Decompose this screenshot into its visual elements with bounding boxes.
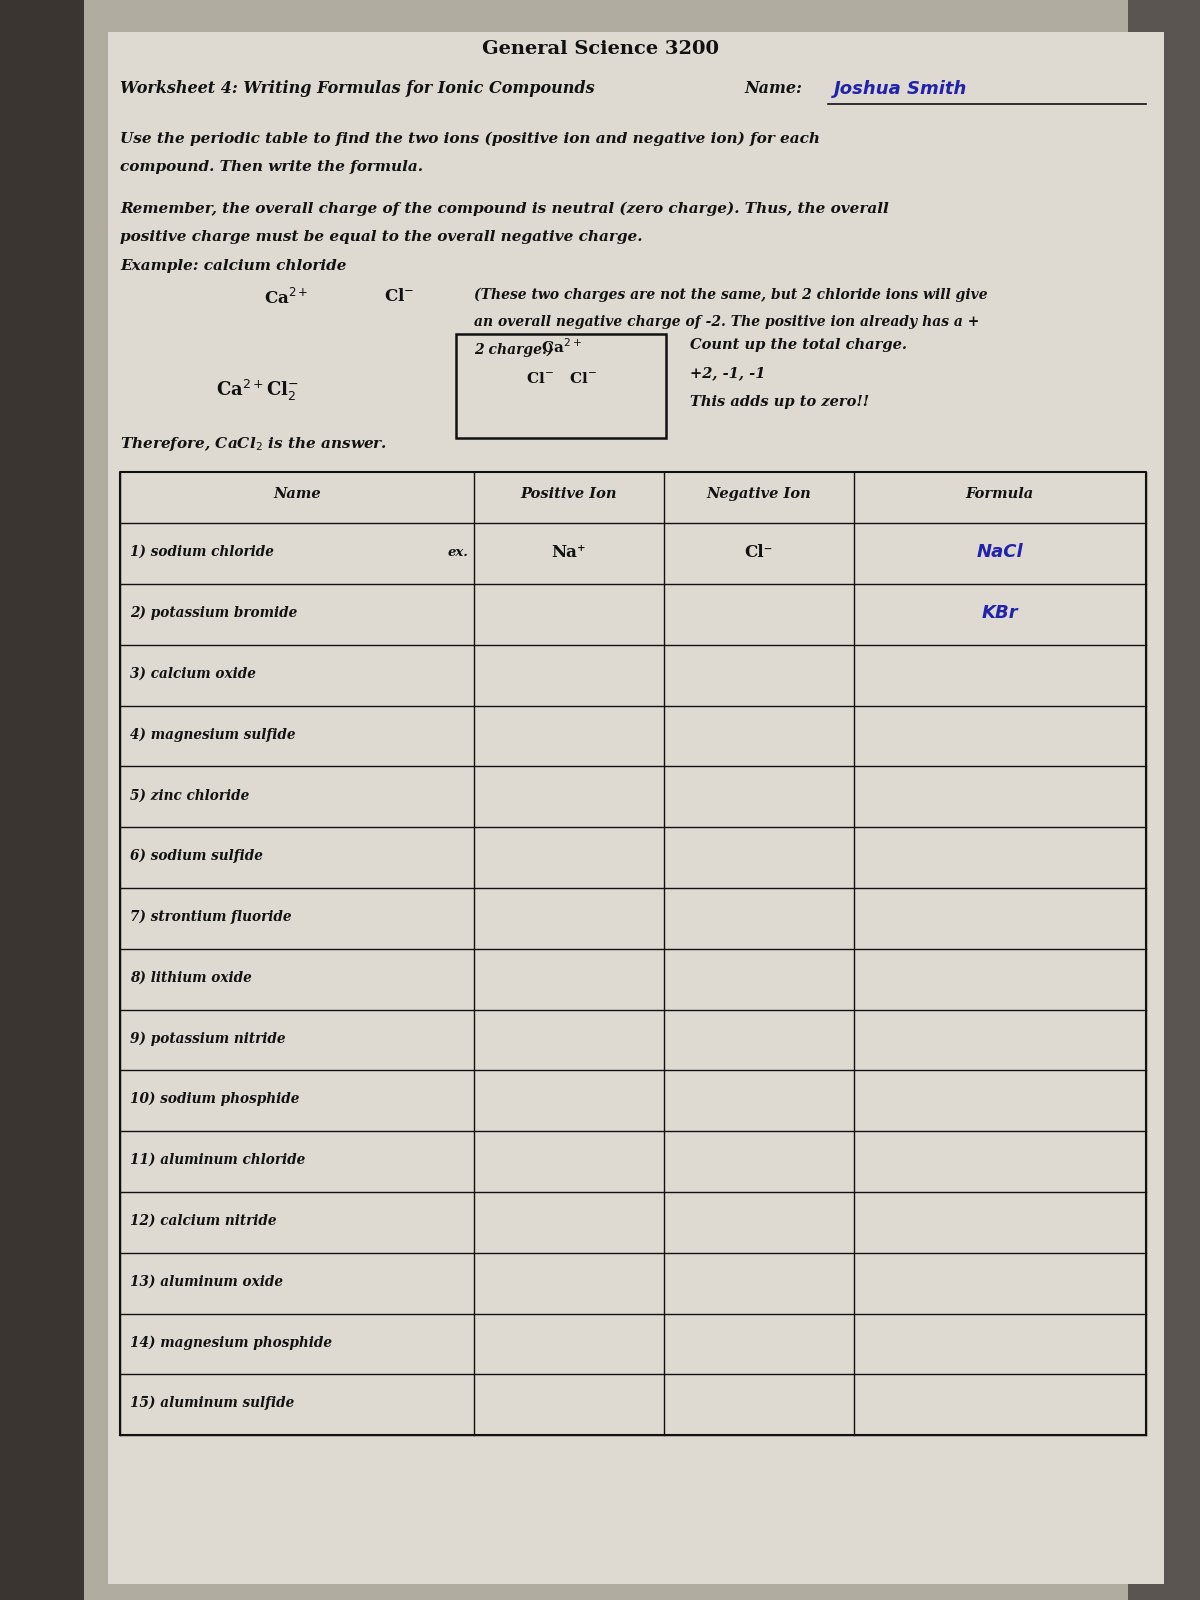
- Bar: [0, 0, 84, 1600]
- Text: Positive Ion: Positive Ion: [521, 488, 617, 501]
- Text: Negative Ion: Negative Ion: [707, 488, 811, 501]
- Text: 14) magnesium phosphide: 14) magnesium phosphide: [130, 1336, 331, 1349]
- Text: 8) lithium oxide: 8) lithium oxide: [130, 971, 251, 984]
- Text: 7) strontium fluoride: 7) strontium fluoride: [130, 910, 292, 923]
- Text: Count up the total charge.: Count up the total charge.: [690, 338, 907, 352]
- Text: an overall negative charge of -2. The positive ion already has a +: an overall negative charge of -2. The po…: [474, 315, 979, 330]
- Text: +2, -1, -1: +2, -1, -1: [690, 366, 766, 381]
- Text: Cl$^{-}$   Cl$^{-}$: Cl$^{-}$ Cl$^{-}$: [526, 371, 598, 386]
- Text: ex.: ex.: [448, 546, 468, 558]
- Text: Formula: Formula: [966, 488, 1034, 501]
- Text: 10) sodium phosphide: 10) sodium phosphide: [130, 1093, 299, 1106]
- Text: compound. Then write the formula.: compound. Then write the formula.: [120, 160, 424, 174]
- Text: Ca$^{2+}$: Ca$^{2+}$: [264, 288, 308, 309]
- Text: KBr: KBr: [982, 603, 1018, 622]
- Text: (These two charges are not the same, but 2 chloride ions will give: (These two charges are not the same, but…: [474, 288, 988, 302]
- Bar: [1128, 0, 1200, 1600]
- Text: 3) calcium oxide: 3) calcium oxide: [130, 667, 256, 680]
- Text: Therefore, CaCl$_2$ is the answer.: Therefore, CaCl$_2$ is the answer.: [120, 435, 388, 453]
- Text: Use the periodic table to find the two ions (positive ion and negative ion) for : Use the periodic table to find the two i…: [120, 131, 820, 146]
- Text: Example: calcium chloride: Example: calcium chloride: [120, 259, 347, 274]
- Text: Cl$^{-}$: Cl$^{-}$: [384, 288, 414, 306]
- Text: 4) magnesium sulfide: 4) magnesium sulfide: [130, 728, 295, 741]
- Text: 9) potassium nitride: 9) potassium nitride: [130, 1032, 286, 1045]
- Text: 5) zinc chloride: 5) zinc chloride: [130, 789, 248, 802]
- Text: Cl⁻: Cl⁻: [744, 544, 773, 560]
- Text: Ca$^{2+}$: Ca$^{2+}$: [541, 338, 582, 357]
- Text: 1) sodium chloride: 1) sodium chloride: [130, 546, 274, 558]
- Text: Worksheet 4: Writing Formulas for Ionic Compounds: Worksheet 4: Writing Formulas for Ionic …: [120, 80, 595, 98]
- Text: 15) aluminum sulfide: 15) aluminum sulfide: [130, 1397, 294, 1410]
- Text: Name: Name: [274, 488, 320, 501]
- Text: 13) aluminum oxide: 13) aluminum oxide: [130, 1275, 283, 1288]
- Text: Na⁺: Na⁺: [552, 544, 586, 560]
- Text: 11) aluminum chloride: 11) aluminum chloride: [130, 1154, 305, 1166]
- Text: 2 charge.): 2 charge.): [474, 342, 553, 357]
- Bar: [456, 334, 666, 438]
- Text: This adds up to zero!!: This adds up to zero!!: [690, 395, 869, 410]
- Text: Name:: Name:: [744, 80, 802, 98]
- Text: 12) calcium nitride: 12) calcium nitride: [130, 1214, 276, 1227]
- Text: 6) sodium sulfide: 6) sodium sulfide: [130, 850, 263, 862]
- Text: Joshua Smith: Joshua Smith: [834, 80, 967, 98]
- Text: Ca$^{2+}$Cl$_2^{-}$: Ca$^{2+}$Cl$_2^{-}$: [216, 378, 299, 403]
- Text: positive charge must be equal to the overall negative charge.: positive charge must be equal to the ove…: [120, 230, 642, 245]
- Bar: [108, 32, 1164, 1584]
- Text: General Science 3200: General Science 3200: [481, 40, 719, 58]
- Text: NaCl: NaCl: [977, 542, 1024, 562]
- Text: 2) potassium bromide: 2) potassium bromide: [130, 606, 296, 619]
- Text: Remember, the overall charge of the compound is neutral (zero charge). Thus, the: Remember, the overall charge of the comp…: [120, 202, 889, 216]
